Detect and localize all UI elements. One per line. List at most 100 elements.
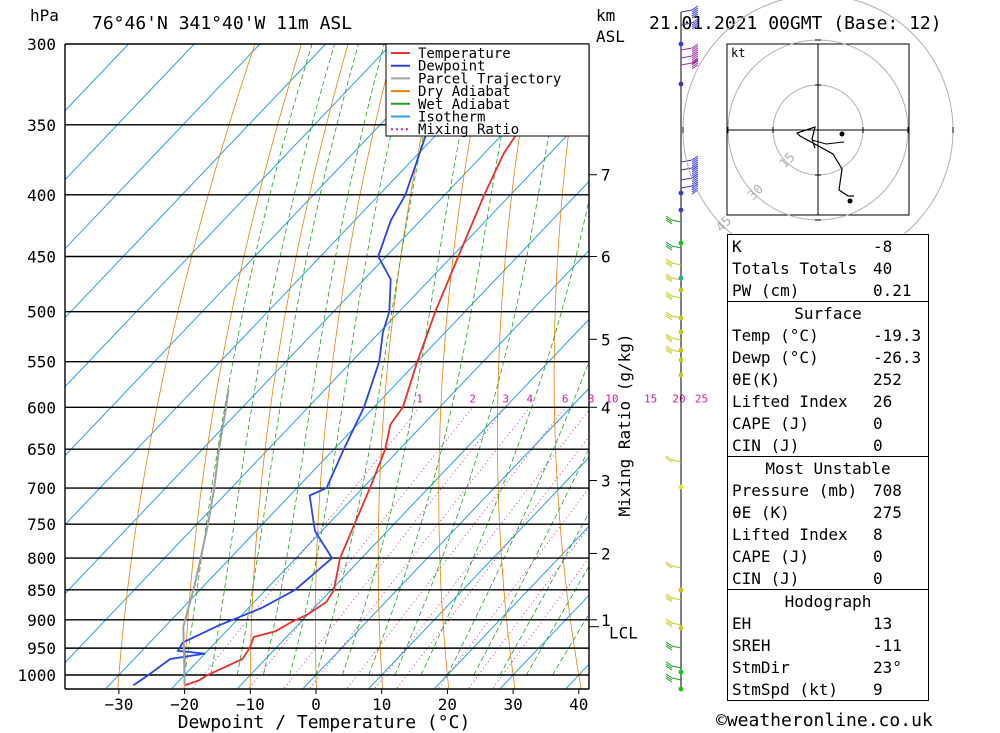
totals-totals-value: 40 [873,259,893,278]
temperature-tick-labels: −30 −20 −10 0 10 20 30 40 [104,689,588,714]
most-unstable-heading: Most Unstable [728,457,928,479]
mu-theta-row: θE (K) 275 [728,501,928,523]
surface-theta-row: θE(K) 252 [728,368,928,390]
totals-totals-label: Totals Totals [732,259,858,278]
dry-adiabat-line [496,44,535,689]
stmdir-row: StmDir 23° [728,656,928,678]
mixing-ratio-line [346,407,566,689]
isotherm-line [367,456,589,689]
eh-value: 13 [873,614,893,633]
isotherm-line [301,387,589,689]
location-title: 76°46'N 341°40'W 11m ASL [92,13,353,34]
km-tick-label: 1 [601,611,611,630]
parcel-trajectory-profile [182,389,230,686]
pressure-tick-label: 800 [27,549,56,568]
mixing-ratio-label: 20 [672,392,685,405]
dry-adiabat-line [377,44,442,689]
wet-adiabat-line [341,44,479,676]
legend-entry: Parcel Trajectory [418,71,561,87]
legend-entry: Dry Adiabat [418,84,511,100]
sreh-row: SREH -11 [728,634,928,656]
surface-cape-value: 0 [873,414,883,433]
most-unstable-title: Most Unstable [765,459,891,478]
surface-temp-value: -19.3 [873,326,922,345]
temperature-tick-label: −30 [104,695,133,714]
legend-entry: Mixing Ratio [418,122,519,138]
mixing-ratio-labels: 1 2 3 4 6 8 10 15 20 25 [416,392,708,405]
legend-entry: Wet Adiabat [418,97,511,113]
hodograph-heading: Hodograph [728,590,928,612]
eh-row: EH 13 [728,612,928,634]
pressure-tick-label: 950 [27,639,56,658]
mixing-ratio-line [282,407,506,689]
sreh-value: -11 [873,636,902,655]
mixing-ratio-line [248,407,474,689]
mixing-ratio-label: 15 [644,392,657,405]
pressure-tick-label: 500 [27,303,56,322]
pressure-tick-label: 550 [27,353,56,372]
totals-totals-row: Totals Totals 40 [728,257,928,279]
km-tick-label: 2 [601,544,611,563]
wet-adiabat-line [289,44,413,676]
mu-cape-row: CAPE (J) 0 [728,545,928,567]
pressure-tick-label: 600 [27,398,56,417]
surface-heading: Surface [728,302,928,324]
isotherm-line [236,318,589,689]
wet-adiabat-line [420,198,589,676]
k-index-label: K [732,237,742,256]
km-tick-label: 3 [601,472,611,491]
mu-li-label: Lifted Index [732,525,848,544]
pw-row: PW (cm) 0.21 [728,279,928,301]
surface-dewp-row: Dewp (°C) -26.3 [728,346,928,368]
pressure-tick-label: 1000 [17,666,56,685]
wet-adiabat-line [184,44,313,676]
legend-entry: Temperature [418,46,511,62]
km-tick-label: 4 [601,398,611,417]
profile-series [132,44,575,687]
km-tick-label: 7 [601,166,611,185]
isotherm-lines [65,44,589,689]
mixing-ratio-label: 8 [588,392,595,405]
legend-entry: Isotherm [418,110,485,126]
pressure-tick-label: 700 [27,479,56,498]
stmspd-row: StmSpd (kt) 9 [728,678,928,700]
isotherm-line [170,249,589,689]
mixing-ratio-line [491,557,589,689]
copyright-footer[interactable]: ©weatheronline.co.uk [716,710,933,731]
dry-adiabat-line [117,44,256,689]
mixing-ratio-label: 6 [562,392,569,405]
temperature-tick-label: −10 [236,695,265,714]
mixing-ratio-label: 10 [605,392,618,405]
mixing-ratio-label: 3 [502,392,509,405]
dry-adiabat-line [183,44,302,689]
lcl-label: LCL [609,624,638,643]
mu-li-row: Lifted Index 8 [728,523,928,545]
mixing-ratio-lines [191,407,589,689]
dry-adiabat-line [249,44,349,689]
mu-cape-label: CAPE (J) [732,547,810,566]
mixing-ratio-axis-title: Mixing Ratio (g/kg) [615,333,634,516]
mu-pressure-label: Pressure (mb) [732,481,858,500]
pressure-tick-label: 850 [27,581,56,600]
mixing-ratio-label: 2 [469,392,476,405]
legend-box [385,43,590,137]
isotherm-line [65,44,195,181]
dry-adiabat-line [314,44,395,689]
hpa-unit-label: hPa [30,6,59,25]
dry-adiabat-line [438,44,489,689]
mu-pressure-value: 708 [873,481,902,500]
axes: LCL [64,44,638,690]
mixing-ratio-line [395,436,589,689]
km-unit-label: km [596,6,616,25]
wet-adiabat-line [473,447,589,676]
surface-cin-label: CIN (J) [732,436,800,455]
dewpoint-profile [132,44,468,687]
stmdir-label: StmDir [732,658,790,677]
surface-li-value: 26 [873,392,893,411]
mu-pressure-row: Pressure (mb) 708 [728,479,928,501]
surface-li-row: Lifted Index 26 [728,390,928,412]
temperature-tick-label: 40 [569,695,588,714]
temperature-tick-label: −20 [170,695,199,714]
legend-entry: Dewpoint [418,59,485,75]
